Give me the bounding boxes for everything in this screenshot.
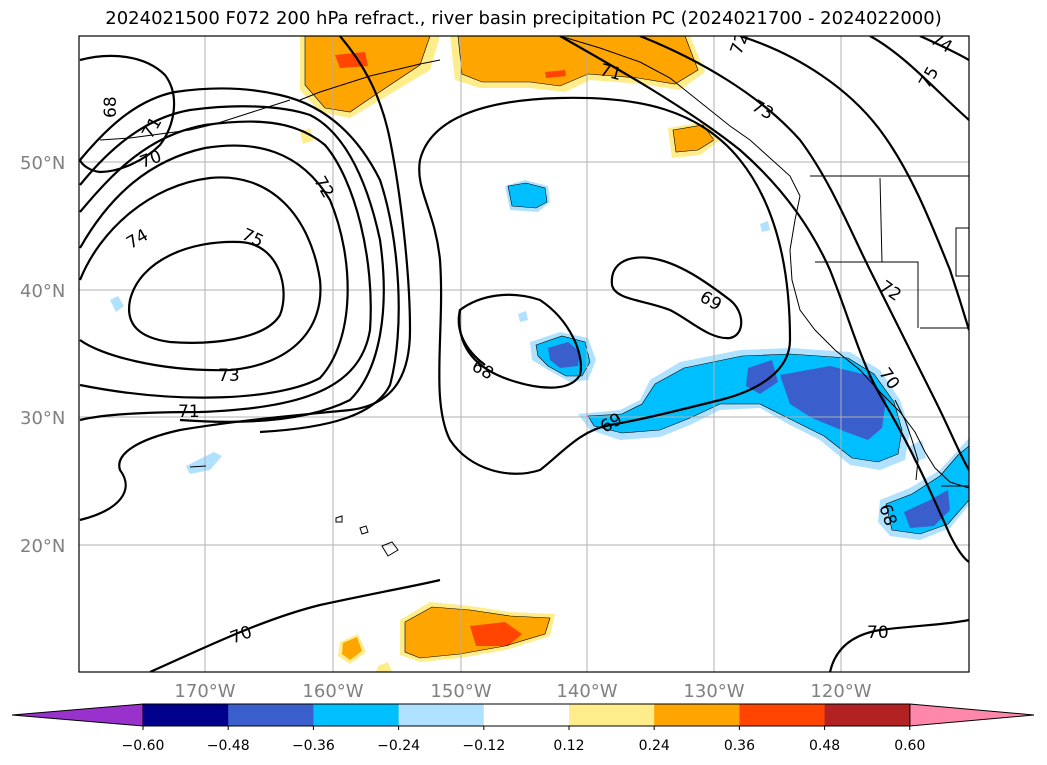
colorbar-tick-label: −0.36	[292, 738, 335, 754]
colorbar-tick-label: −0.60	[122, 738, 165, 754]
lat-label: 30°N	[20, 408, 65, 429]
colorbar: −0.60 −0.48 −0.36 −0.24 −0.12 0.12 0.24 0.36 0.4…	[11, 703, 1035, 754]
lon-label: 130°W	[683, 681, 744, 702]
contour-label: 68	[101, 96, 121, 118]
longitude-labels: 170°W 160°W 150°W 140°W 130°W 120°W	[174, 681, 871, 702]
colorbar-tick-label: 0.36	[724, 738, 755, 754]
colorbar-segment	[569, 704, 655, 726]
colorbar-tick-label: 0.24	[639, 738, 670, 754]
colorbar-segment	[654, 704, 740, 726]
colorbar-tick-label: 0.12	[553, 738, 584, 754]
colorbar-tick-label: 0.60	[894, 738, 925, 754]
lon-label: 170°W	[174, 681, 235, 702]
contour-label: 70	[867, 623, 889, 643]
colorbar-segment	[143, 704, 229, 726]
lat-label: 40°N	[20, 281, 65, 302]
positive-precip-shading	[300, 36, 720, 672]
latitude-labels: 50°N 40°N 30°N 20°N	[20, 153, 65, 557]
lon-label: 120°W	[810, 681, 871, 702]
lon-label: 140°W	[556, 681, 617, 702]
contour-label: 71	[178, 402, 200, 422]
colorbar-segment	[739, 704, 826, 726]
map-frame	[78, 35, 970, 673]
colorbar-extend-max	[909, 703, 1035, 727]
colorbar-tick-label: 0.48	[809, 738, 840, 754]
refractivity-contours	[79, 36, 969, 672]
graticule	[79, 36, 969, 672]
colorbar-segment	[313, 704, 400, 726]
lon-label: 160°W	[302, 681, 363, 702]
lat-label: 20°N	[20, 536, 65, 557]
contour-label: 73	[218, 366, 240, 386]
lon-label: 150°W	[430, 681, 491, 702]
colorbar-segment	[824, 704, 911, 726]
colorbar-tick-label: −0.48	[207, 738, 250, 754]
negative-precip-shading	[110, 180, 969, 540]
map-panel: 68 70 71 72 74 75 73 71 71 73 75 72 74 7…	[79, 30, 969, 672]
lat-label: 50°N	[20, 153, 65, 174]
colorbar-tick-label: −0.24	[377, 738, 420, 754]
precip-outlines	[304, 36, 969, 659]
colorbar-frame	[142, 703, 911, 727]
contour-label: 72	[727, 30, 753, 57]
colorbar-segment	[483, 704, 570, 726]
colorbar-segment	[228, 704, 314, 726]
colorbar-tick-label: −0.12	[462, 738, 505, 754]
map-title: 2024021500 F072 200 hPa refract., river …	[105, 8, 942, 29]
coastlines	[99, 36, 969, 557]
colorbar-segment	[398, 704, 485, 726]
colorbar-extend-min	[11, 703, 144, 727]
